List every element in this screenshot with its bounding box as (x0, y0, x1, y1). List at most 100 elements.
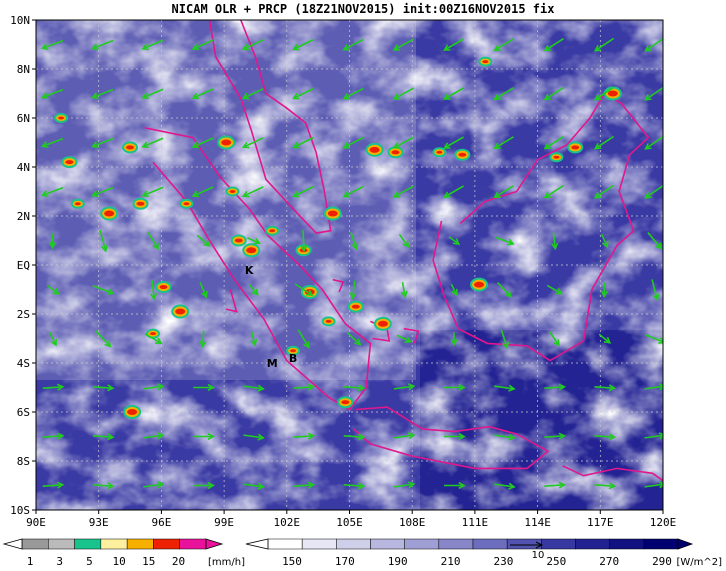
precip-cell (474, 281, 485, 288)
wind-vector (443, 87, 464, 100)
precip-bar-cell (126, 538, 154, 550)
wind-vector (644, 432, 663, 440)
precip-cell (127, 409, 138, 415)
wind-vector (241, 39, 264, 51)
wind-vector (42, 383, 65, 391)
wind-vector (343, 384, 366, 392)
coastline-segment (226, 289, 238, 313)
precip-bar-low-arrow (2, 538, 23, 550)
wind-vector (91, 39, 114, 51)
wind-vector (400, 282, 408, 299)
wind-vector (647, 232, 663, 250)
wind-vector (92, 384, 115, 392)
latitude-labels: 10N 8N 6N 4N 2N EQ 2S 4S 6S 8S 10S (10, 14, 36, 517)
precip-cell (377, 320, 388, 327)
wind-vector (644, 37, 663, 52)
olr-field (36, 20, 663, 510)
precip-cell (391, 150, 400, 155)
wind-vector (294, 283, 314, 297)
wind-vector (241, 88, 264, 100)
lat-label: 10S (10, 504, 30, 517)
wind-vector (593, 86, 615, 101)
precip-cell (325, 319, 332, 323)
precip-cell (74, 202, 81, 206)
precip-cell (104, 210, 115, 217)
wind-vector (191, 39, 214, 51)
precip-cell (327, 210, 338, 217)
olr-bar-cell (541, 538, 576, 550)
lat-label: 10N (10, 14, 30, 27)
wind-vector (543, 86, 565, 101)
wind-vector (444, 383, 466, 392)
wind-vector (147, 232, 159, 250)
stations: K BM (245, 264, 297, 370)
wind-vector (350, 231, 359, 251)
wind-vector (444, 481, 466, 490)
wind-vector (342, 136, 364, 149)
olr-bar-cell (267, 538, 303, 550)
wind-vector (199, 281, 208, 299)
lon-label: 99E (214, 516, 234, 529)
wind-vector (241, 186, 264, 198)
wind-vector (543, 184, 565, 199)
wind-vector (543, 37, 565, 52)
precip-colorbar: 1 3 5 10 15 20 [mm/h] (2, 538, 245, 568)
precip-bar-cell (21, 538, 49, 550)
wind-vector (493, 87, 514, 101)
precip-cell (159, 285, 168, 290)
olr-bar-high-arrow (677, 538, 694, 550)
precip-cell (58, 116, 65, 120)
precip-bar-tick: 5 (86, 555, 93, 568)
wind-vector (193, 383, 215, 392)
precip-cell (150, 332, 157, 336)
wind-vector (543, 135, 565, 150)
wind-vector (644, 383, 663, 391)
wind-vector (91, 137, 114, 149)
precip-bar-cell (179, 538, 207, 550)
wind-vector (544, 432, 566, 440)
wind-vector (392, 185, 414, 198)
precip-cell (436, 150, 443, 154)
olr-bar-cell (438, 538, 474, 550)
map-title: NICAM OLR + PRCP (18Z21NOV2015) init:00Z… (171, 2, 555, 16)
wind-vector (392, 38, 414, 51)
wind-vector (141, 186, 164, 198)
olr-bar-tick: 290 (652, 555, 672, 568)
lat-label: 8N (17, 63, 30, 76)
precip-bar-tick: 3 (56, 555, 63, 568)
olr-bar-tick: 270 (599, 555, 619, 568)
coastline-segment (403, 327, 420, 344)
wind-vector (293, 432, 316, 440)
wind-vector (143, 432, 165, 440)
wind-vector (644, 333, 663, 344)
precip-cell (351, 304, 360, 309)
wind-vector (196, 234, 211, 247)
precip-cell (126, 145, 135, 150)
precip-cell (607, 90, 618, 97)
lon-label: 90E (26, 516, 46, 529)
wind-vector (94, 330, 112, 348)
lon-label: 108E (399, 516, 426, 529)
wind-vector (343, 482, 366, 490)
wind-vector (493, 136, 514, 150)
wind-vector (443, 185, 464, 198)
coastline-segment (562, 465, 663, 482)
longitude-labels: 90E 93E 96E 99E 102E 105E 108E 111E 114E 117E 120E (26, 510, 676, 529)
wind-vector (392, 136, 414, 149)
olr-bar-tick: 150 (282, 555, 302, 568)
wind-vector (444, 432, 466, 441)
lon-label: 105E (336, 516, 363, 529)
wind-vector (494, 433, 516, 441)
precip-bar-cell (153, 538, 180, 550)
coastlines (144, 20, 663, 482)
olr-bar-tick: 250 (546, 555, 566, 568)
wind-vector (42, 481, 65, 489)
precip-cell (65, 160, 74, 165)
wind-vector (443, 38, 464, 51)
wind-vectors (40, 37, 663, 490)
precip-bar-cell (48, 538, 75, 550)
lat-label: 4S (17, 357, 30, 370)
wind-vector (297, 329, 310, 349)
wind-vector (191, 137, 214, 149)
olr-bar-tick: 170 (335, 555, 355, 568)
